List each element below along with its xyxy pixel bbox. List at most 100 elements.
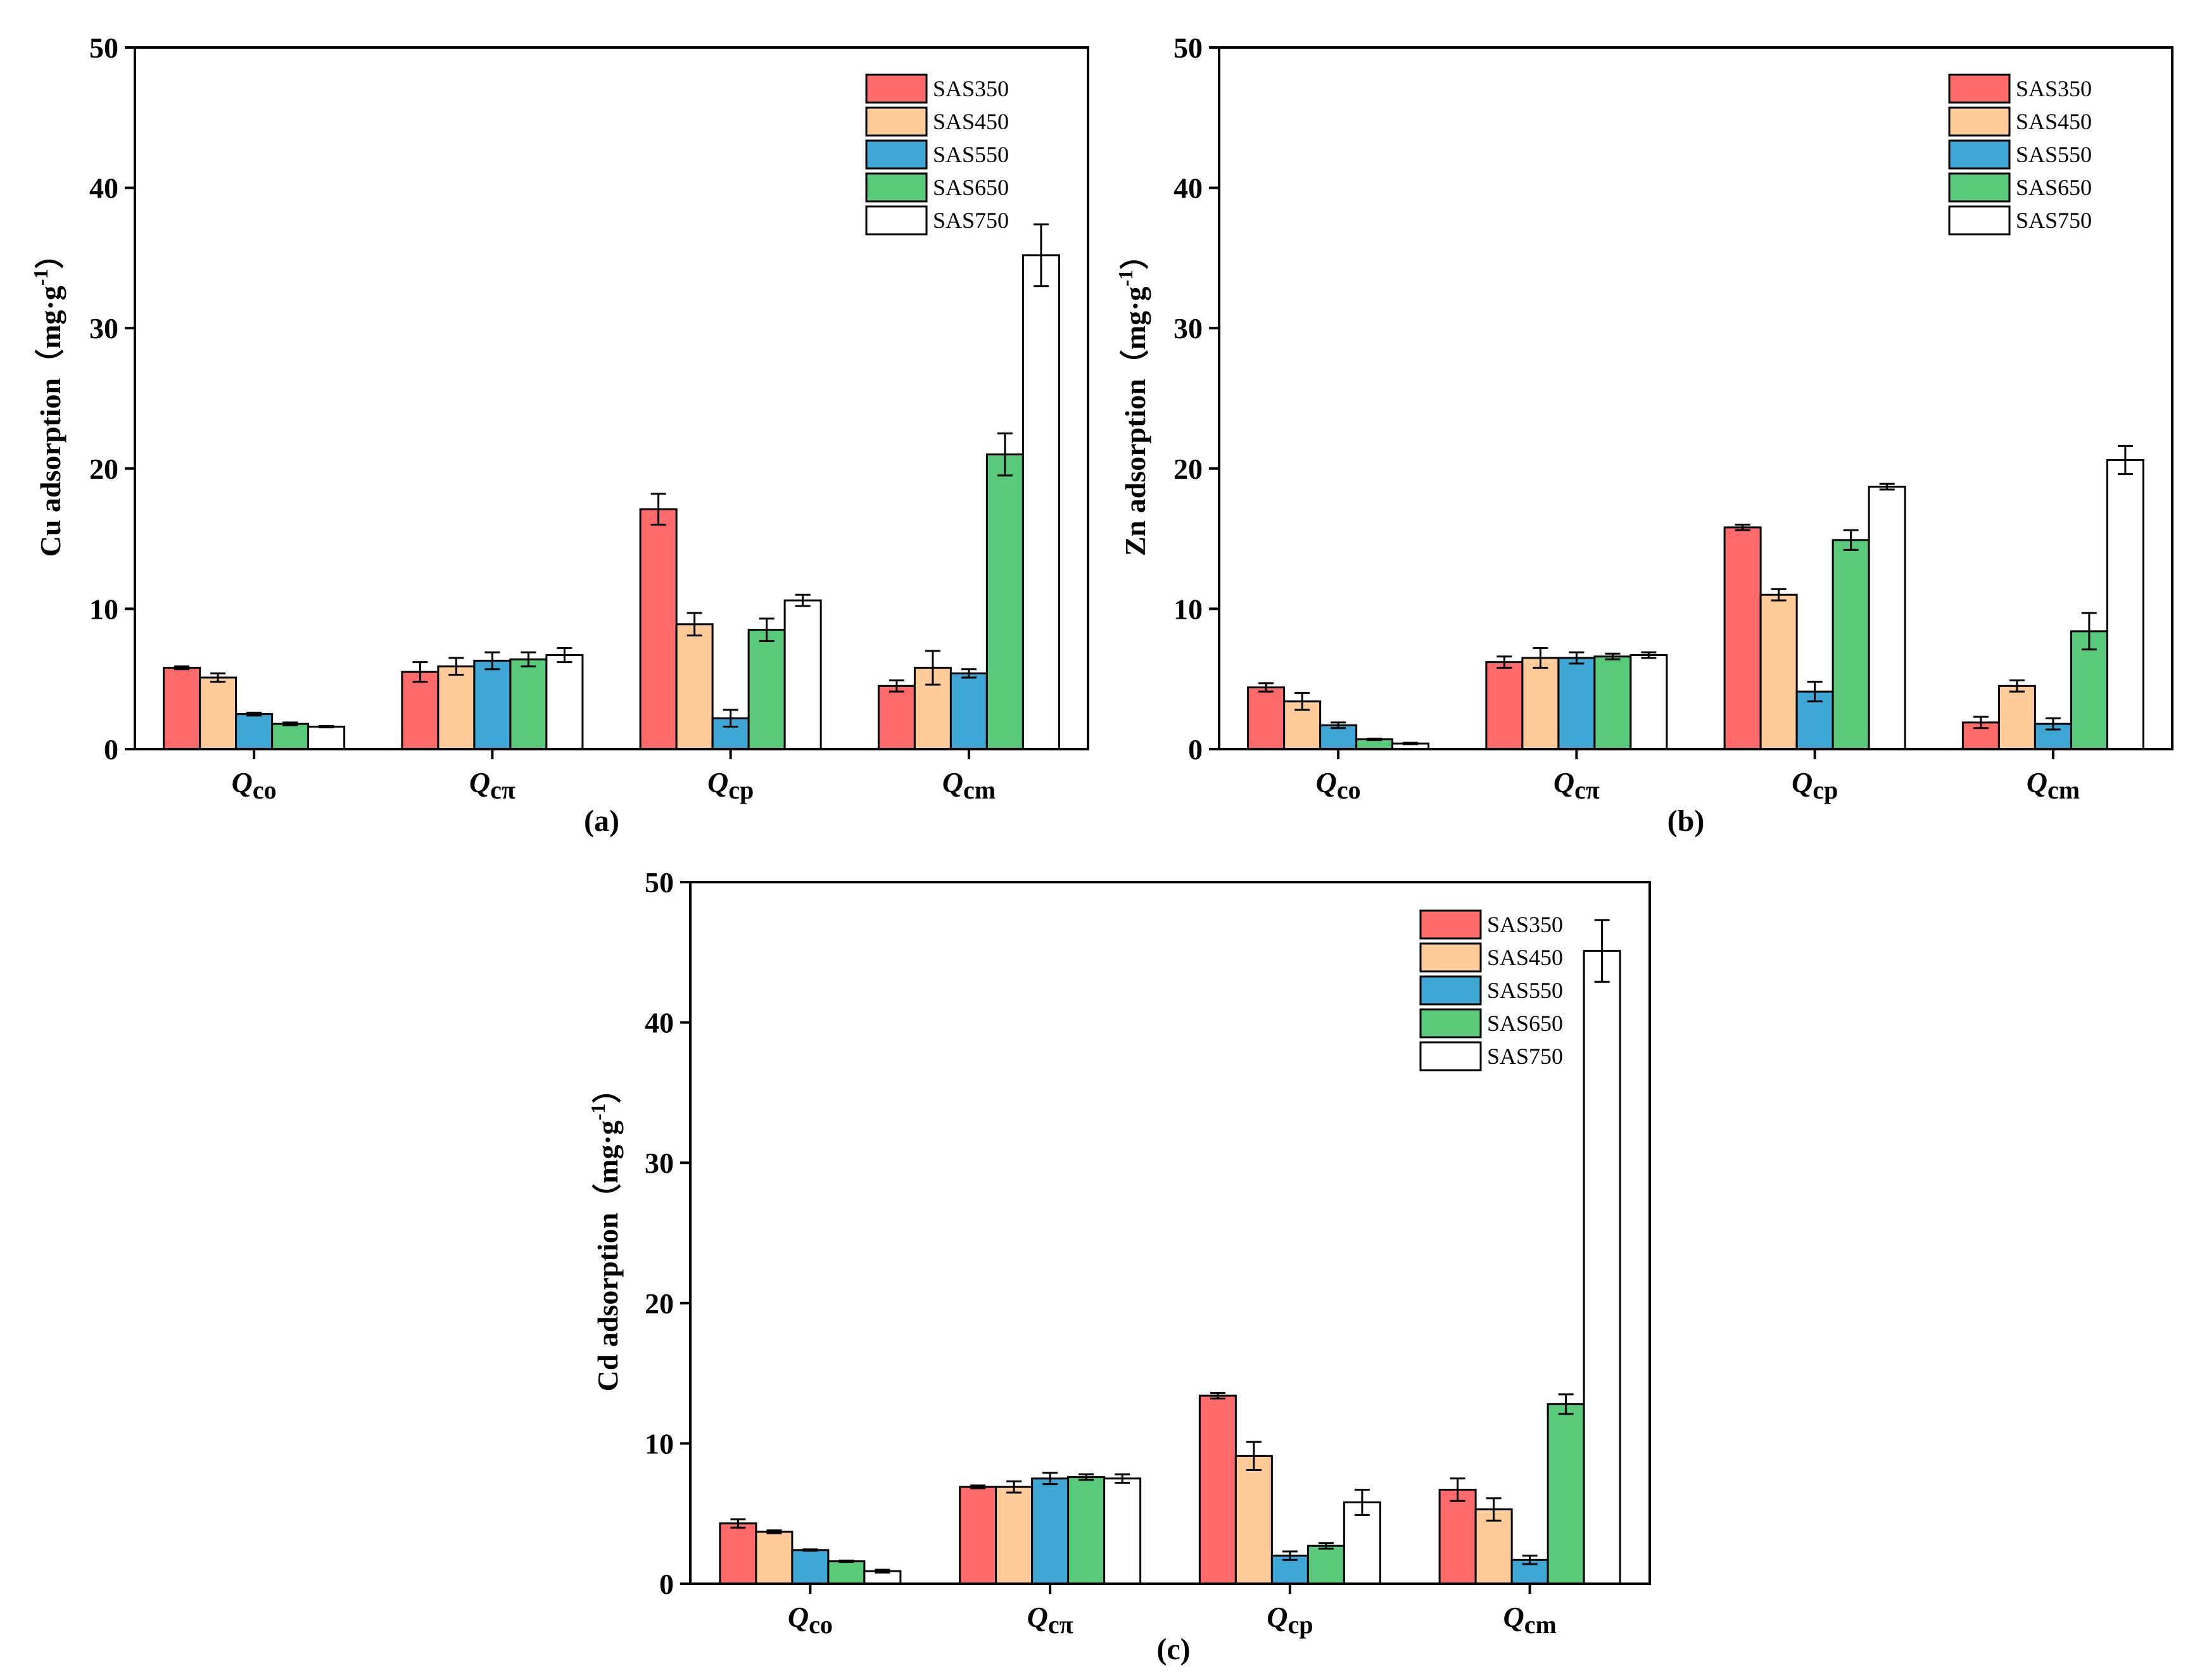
bar-sas450-cat3 xyxy=(675,623,714,750)
chart-panel-1: 0 10 20 30 40 50 Qco Qcπ Qcp Qcm Cu adsorption（mg·… xyxy=(29,32,1089,838)
error-bar-sas550-cat2 xyxy=(484,651,500,671)
legend-label-sas550: SAS550 xyxy=(933,142,1009,167)
error-bar-sas650-cat3 xyxy=(1843,529,1859,551)
bar-sas550-cat4 xyxy=(949,672,988,750)
y-tick-label: 50 xyxy=(89,32,118,64)
bar-sas450-cat3 xyxy=(1234,1455,1273,1585)
error-bar-sas550-cat1 xyxy=(246,711,262,717)
error-bar-sas750-cat2 xyxy=(1115,1473,1130,1484)
plot-frame xyxy=(134,46,1089,750)
error-bar-sas750-cat3 xyxy=(1879,483,1895,491)
legend-label-sas650: SAS650 xyxy=(933,175,1009,200)
bar-sas350-cat1 xyxy=(1247,686,1286,750)
bar-sas450-cat2 xyxy=(995,1486,1034,1585)
x-tick-label: Qco xyxy=(788,1601,833,1639)
bar-sas750-cat1 xyxy=(307,726,346,750)
bar-sas650-cat4 xyxy=(1547,1403,1585,1585)
legend-label-sas650: SAS650 xyxy=(1487,1011,1563,1036)
error-bar-sas450-cat2 xyxy=(1533,647,1548,669)
x-tick-label: Qcπ xyxy=(469,766,516,804)
x-tick-label: Qcp xyxy=(1267,1601,1313,1639)
legend-swatch-sas450 xyxy=(1419,942,1482,973)
y-tick-label: 50 xyxy=(645,866,674,899)
error-bar-sas650-cat1 xyxy=(282,721,298,726)
error-bar-sas350-cat3 xyxy=(1735,523,1750,531)
y-tick-label: 10 xyxy=(645,1427,674,1460)
error-bar-sas650-cat1 xyxy=(1367,737,1383,742)
legend-label-sas550: SAS550 xyxy=(1487,978,1563,1003)
error-bar-sas450-cat2 xyxy=(1006,1480,1022,1494)
error-bar-sas350-cat4 xyxy=(1450,1477,1465,1502)
x-tick-label: Qcp xyxy=(1792,766,1838,804)
bar-sas350-cat4 xyxy=(1438,1489,1477,1585)
error-bar-sas550-cat2 xyxy=(1569,651,1585,665)
y-tick-label: 20 xyxy=(645,1287,674,1320)
bar-sas450-cat1 xyxy=(755,1531,794,1585)
legend-label-sas450: SAS450 xyxy=(933,109,1009,134)
error-bar-sas350-cat4 xyxy=(1973,716,1989,729)
legend: SAS350 SAS450 SAS550 SAS650 SAS750 xyxy=(865,73,1009,236)
error-bar-sas350-cat1 xyxy=(1258,682,1274,693)
error-bar-sas550-cat3 xyxy=(1807,681,1823,703)
error-bar-sas650-cat2 xyxy=(521,651,536,667)
error-bar-sas450-cat1 xyxy=(1294,692,1310,711)
bar-sas750-cat2 xyxy=(1103,1477,1142,1585)
bar-sas450-cat3 xyxy=(1759,593,1798,750)
error-bar-sas450-cat2 xyxy=(448,657,464,676)
error-bar-sas650-cat3 xyxy=(1318,1542,1334,1550)
error-bar-sas750-cat1 xyxy=(875,1569,890,1574)
error-bar-sas350-cat2 xyxy=(1496,655,1512,669)
bar-sas650-cat1 xyxy=(827,1560,866,1585)
bar-sas650-cat2 xyxy=(1067,1476,1106,1585)
bar-sas450-cat2 xyxy=(1521,657,1560,750)
y-tick-label: 0 xyxy=(1188,733,1203,766)
legend-swatch-sas350 xyxy=(1419,909,1482,940)
legend-swatch-sas550 xyxy=(1948,139,2011,170)
error-bar-sas450-cat4 xyxy=(1486,1497,1502,1522)
legend-swatch-sas350 xyxy=(865,73,928,104)
bar-sas550-cat2 xyxy=(1557,657,1596,750)
error-bar-sas750-cat3 xyxy=(1354,1489,1370,1516)
error-bar-sas450-cat4 xyxy=(2009,679,2025,693)
error-bar-sas450-cat4 xyxy=(925,650,940,686)
error-bar-sas450-cat1 xyxy=(766,1529,782,1534)
error-bar-sas550-cat4 xyxy=(2045,717,2061,731)
bar-sas550-cat1 xyxy=(791,1549,830,1585)
bar-sas350-cat1 xyxy=(163,666,201,750)
y-axis-title: Zn adsorption（mg·g-1） xyxy=(1114,241,1151,556)
error-bar-sas650-cat3 xyxy=(759,617,775,642)
legend: SAS350 SAS450 SAS550 SAS650 SAS750 xyxy=(1948,73,2092,236)
bar-sas350-cat2 xyxy=(401,671,440,750)
error-bar-sas450-cat3 xyxy=(687,612,702,637)
legend-swatch-sas450 xyxy=(1948,106,2011,137)
error-bar-sas750-cat4 xyxy=(1033,223,1049,287)
bar-sas750-cat2 xyxy=(545,654,584,750)
y-tick-label: 40 xyxy=(89,172,118,205)
legend-label-sas550: SAS550 xyxy=(2016,142,2092,167)
legend-label-sas350: SAS350 xyxy=(2016,76,2092,101)
y-tick-label: 30 xyxy=(645,1147,674,1179)
error-bar-sas550-cat2 xyxy=(1042,1472,1058,1486)
error-bar-sas450-cat1 xyxy=(210,672,226,683)
y-tick-label: 40 xyxy=(1174,172,1203,205)
error-bar-sas650-cat4 xyxy=(1558,1393,1574,1415)
y-tick-label: 20 xyxy=(89,453,118,485)
bar-sas350-cat4 xyxy=(877,685,916,750)
legend-swatch-sas650 xyxy=(1419,1008,1482,1039)
legend-swatch-sas550 xyxy=(865,139,928,170)
legend-label-sas750: SAS750 xyxy=(2016,208,2092,233)
error-bar-sas550-cat3 xyxy=(723,709,738,728)
error-bar-sas750-cat2 xyxy=(1641,651,1657,659)
legend-swatch-sas650 xyxy=(865,172,928,203)
y-tick-label: 10 xyxy=(1174,593,1203,625)
bar-sas550-cat2 xyxy=(473,659,512,750)
legend-label-sas350: SAS350 xyxy=(933,76,1009,101)
bar-sas750-cat4 xyxy=(2106,459,2144,750)
legend-label-sas450: SAS450 xyxy=(1487,945,1563,970)
bar-sas650-cat2 xyxy=(1593,655,1632,750)
panel-label: (a) xyxy=(584,804,619,838)
bar-sas750-cat2 xyxy=(1629,654,1668,750)
error-bar-sas350-cat1 xyxy=(730,1518,746,1529)
chart-panel-3: 0 10 20 30 40 50 Qco Qcπ Qcp Qcm Cd adsorption（mg·… xyxy=(586,866,1651,1666)
